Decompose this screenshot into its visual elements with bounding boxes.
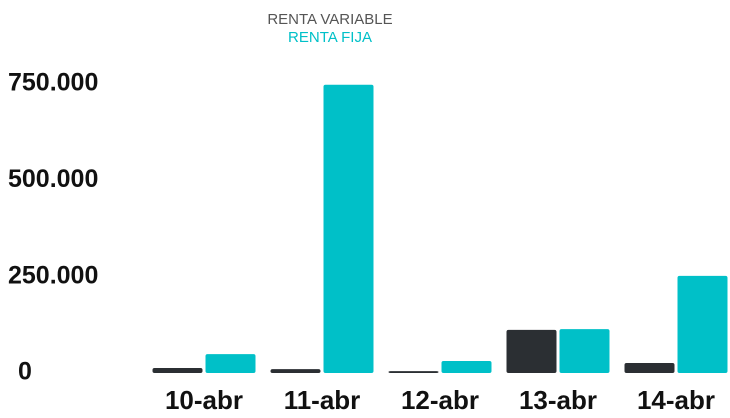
bar xyxy=(152,367,203,373)
bar xyxy=(559,329,610,373)
bar xyxy=(441,361,492,373)
bar xyxy=(205,354,256,373)
x-tick-label: 12-abr xyxy=(401,385,479,415)
y-tick-label: 750.000 xyxy=(8,69,98,97)
bar xyxy=(323,84,374,374)
bar xyxy=(506,329,557,373)
y-tick-label: 250.000 xyxy=(8,261,98,289)
x-tick-label: 14-abr xyxy=(637,385,715,415)
bar xyxy=(677,275,728,373)
y-tick-label: 0 xyxy=(18,358,32,386)
bar xyxy=(624,362,675,373)
x-tick-label: 10-abr xyxy=(165,385,243,415)
legend-label: RENTA FIJA xyxy=(288,29,372,46)
y-tick-label: 500.000 xyxy=(8,165,98,193)
bar xyxy=(270,369,321,373)
bar xyxy=(388,371,439,373)
x-tick-label: 11-abr xyxy=(284,385,361,415)
x-tick-label: 13-abr xyxy=(519,385,597,415)
legend-label: RENTA VARIABLE xyxy=(267,11,392,28)
